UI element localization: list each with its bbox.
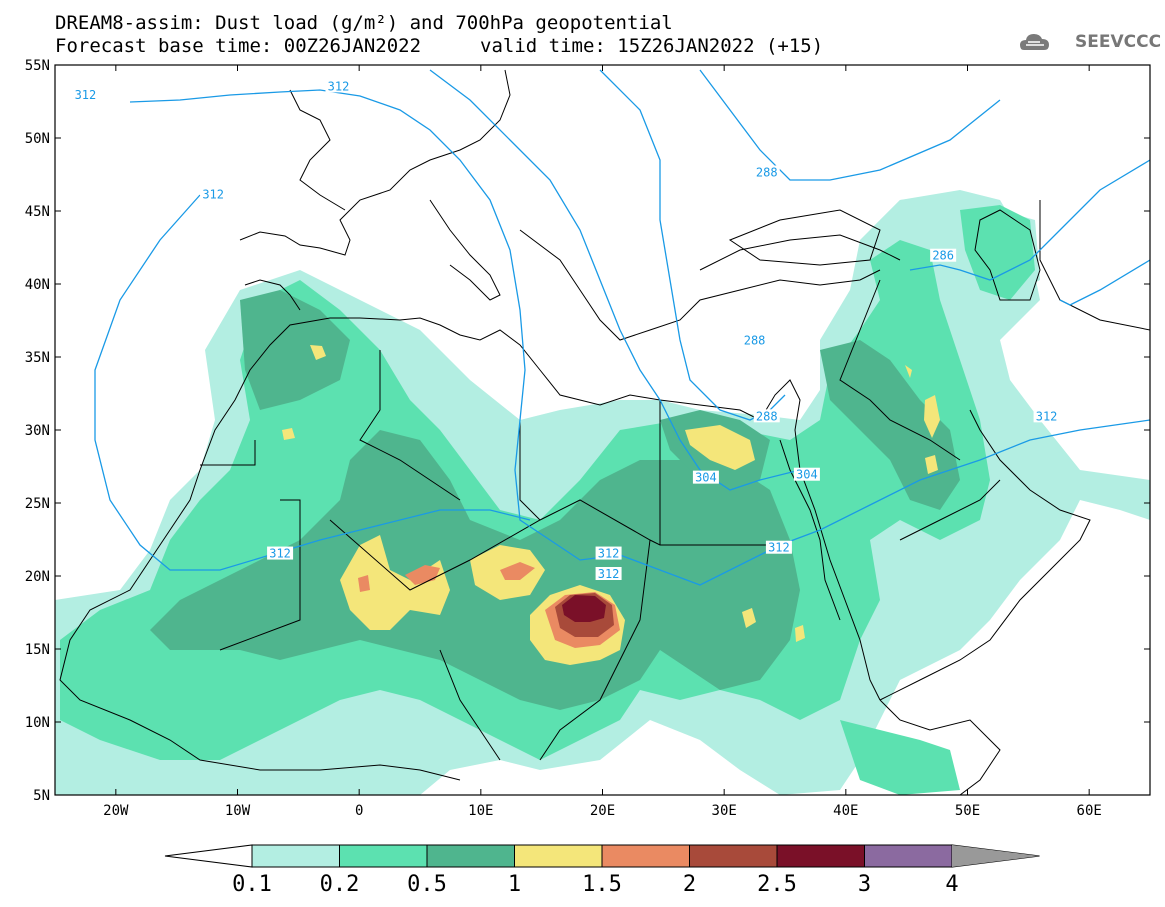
forecast-base-time: Forecast base time: 00Z26JAN2022 [55, 35, 422, 57]
colorbar-segment [952, 845, 1040, 867]
colorbar-label: 0.2 [320, 872, 360, 897]
colorbar-segment [426, 844, 515, 868]
coastlines [59, 69, 1150, 795]
colorbar-label: 3 [858, 872, 871, 897]
contour-label: 312 [598, 547, 620, 561]
lat-label: 45N [25, 204, 50, 220]
lat-label: 25N [25, 496, 50, 512]
lat-label: 20N [25, 569, 50, 585]
colorbar-label: 1.5 [582, 872, 622, 897]
lat-label: 5N [33, 788, 50, 804]
lon-label: 0 [355, 803, 363, 819]
contour-label: 312 [768, 541, 790, 555]
colorbar: 0.1 0.2 0.5 1 1.5 2 2.5 3 4 [164, 844, 1040, 897]
colorbar-segment [514, 844, 603, 868]
contour-label-bg [741, 333, 768, 347]
colorbar-segment [864, 844, 953, 868]
contour-label: 312 [269, 547, 291, 561]
contour-label: 304 [695, 471, 717, 485]
contour-label-bg [692, 470, 719, 484]
dust-load-field [55, 190, 1150, 795]
contour-label: 304 [796, 468, 818, 482]
longitude-axis: 20W 10W 0 10E 20E 30E 40E 50E 60E [103, 65, 1102, 819]
lat-label: 10N [25, 715, 50, 731]
contour-label: 312 [1036, 409, 1058, 423]
colorbar-label: 0.1 [232, 872, 272, 897]
valid-time: valid time: 15Z26JAN2022 (+15) [480, 35, 824, 57]
colorbar-segment [339, 844, 428, 868]
colorbar-label: 2 [683, 872, 696, 897]
colorbar-label: 2.5 [757, 872, 797, 897]
contour-label-bg [930, 248, 957, 262]
colorbar-label: 4 [945, 872, 958, 897]
lon-label: 20E [590, 803, 615, 819]
contour-label-bg [765, 540, 792, 554]
lon-label: 10E [468, 803, 493, 819]
contour-label-bg [72, 88, 99, 102]
lat-label: 50N [25, 131, 50, 147]
contour-label: 312 [75, 88, 97, 102]
contour-label-bg [793, 467, 820, 481]
lat-label: 30N [25, 423, 50, 439]
cloud-logo-icon [1020, 34, 1049, 50]
contour-label-bg [325, 79, 352, 93]
colorbar-segment [689, 844, 778, 868]
contour-label-bg [267, 546, 294, 560]
colorbar-segment [601, 844, 690, 868]
logo-text: SEEVCCC [1075, 32, 1162, 52]
lat-label: 35N [25, 350, 50, 366]
contour-label-bg [753, 165, 780, 179]
lon-label: 50E [955, 803, 980, 819]
contour-label: 312 [598, 567, 620, 581]
contour-label-bg [200, 187, 227, 201]
colorbar-label: 0.5 [407, 872, 447, 897]
contour-label: 286 [932, 249, 954, 263]
contour-label: 312 [328, 79, 350, 93]
colorbar-left-arrow [164, 844, 253, 868]
lon-label: 10W [225, 803, 251, 819]
lat-label: 15N [25, 642, 50, 658]
lat-label: 40N [25, 277, 50, 293]
lat-label: 55N [25, 58, 50, 74]
colorbar-label: 1 [508, 872, 521, 897]
contour-label-bg [1033, 409, 1060, 423]
lon-label: 60E [1077, 803, 1102, 819]
contour-label: 288 [744, 333, 766, 347]
contour-label-bg [595, 567, 622, 580]
contour-labels: 312 312 312 288 286 288 288 312 304 304 312 312 312 3… [72, 79, 1060, 581]
contour-label-bg [753, 409, 780, 423]
colorbar-segment [251, 844, 340, 868]
lon-label: 40E [833, 803, 858, 819]
latitude-axis: 55N 50N 45N 40N 35N 30N 25N 20N 15N 10N 5N [25, 58, 1150, 804]
contour-label: 312 [202, 187, 224, 201]
lon-label: 20W [103, 803, 129, 819]
map-title: DREAM8-assim: Dust load (g/m²) and 700hP… [55, 12, 673, 34]
contour-label: 288 [756, 409, 778, 423]
contour-label: 288 [756, 166, 778, 180]
lon-label: 30E [712, 803, 737, 819]
colorbar-segment [776, 844, 865, 868]
contour-label-bg [595, 546, 622, 560]
